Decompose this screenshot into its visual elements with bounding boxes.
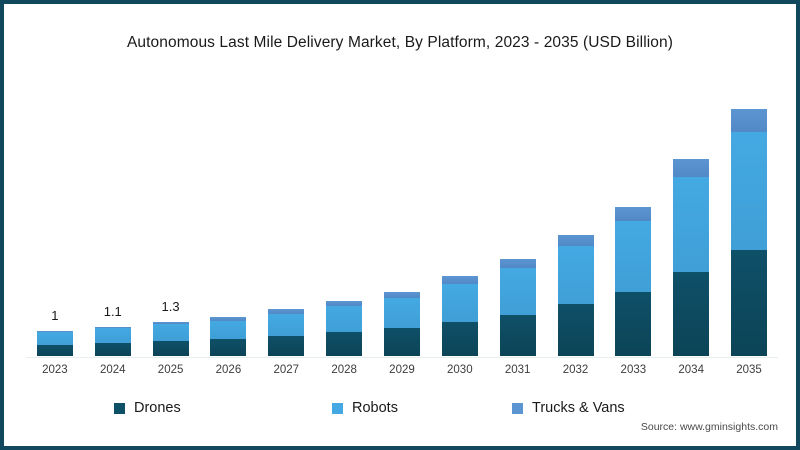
bar-group[interactable] <box>547 74 605 356</box>
bar-value-label: 1.1 <box>103 304 122 319</box>
bar-segment-drones <box>94 343 131 356</box>
bar-segment-drones <box>615 292 652 356</box>
x-axis-tick-label: 2023 <box>42 364 68 376</box>
x-axis-tick-label: 2034 <box>678 364 704 376</box>
bar-segment-drones <box>210 339 247 356</box>
bar-stack[interactable] <box>268 309 305 356</box>
bar-stack[interactable] <box>615 207 652 356</box>
bar-segment-trucks-vans <box>268 309 305 314</box>
x-axis-tick-label: 2031 <box>504 364 531 376</box>
x-axis-tick-label: 2035 <box>736 364 762 376</box>
x-axis-tick-label: 2032 <box>562 364 589 376</box>
legend-swatch-drones <box>114 402 125 414</box>
bar-segment-trucks-vans <box>326 301 363 306</box>
bar-group[interactable] <box>604 74 662 356</box>
bar-group[interactable] <box>489 74 547 356</box>
bar-stack[interactable] <box>557 235 594 356</box>
bar-stack[interactable] <box>326 301 363 356</box>
x-axis-tick-label: 2024 <box>99 364 126 376</box>
bar-segment-robots <box>673 177 710 272</box>
x-axis-tick-label: 2028 <box>331 364 357 376</box>
bar-segment-drones <box>36 345 73 356</box>
legend-item-label: Drones <box>134 400 181 416</box>
bar-segment-trucks-vans <box>383 292 420 298</box>
legend-item-label: Robots <box>352 400 398 416</box>
x-axis-tick-label: 2027 <box>273 364 300 376</box>
bar-segment-drones <box>383 328 420 356</box>
bar-group[interactable]: 1.3 <box>142 74 200 356</box>
bar-segment-robots <box>499 268 536 315</box>
bar-stack[interactable] <box>441 276 478 356</box>
bar-stack[interactable] <box>210 317 247 356</box>
x-axis-tick-label: 2026 <box>215 364 242 376</box>
x-axis-tick-label: 2030 <box>447 364 473 376</box>
bar-segment-drones <box>499 315 536 356</box>
x-axis-tick-label: 2029 <box>389 364 415 376</box>
legend-item[interactable]: Trucks & Vans <box>512 400 625 416</box>
bar-segment-robots <box>326 306 363 332</box>
bar-segment-robots <box>152 324 189 341</box>
bar-segment-robots <box>383 298 420 328</box>
bar-segment-robots <box>268 314 305 336</box>
bar-segment-trucks-vans <box>36 331 73 332</box>
bar-group[interactable] <box>200 74 258 356</box>
plot-area: 1 1.1 1.3 <box>26 74 778 358</box>
bar-group[interactable]: 1 <box>26 74 84 356</box>
bar-segment-trucks-vans <box>210 317 247 321</box>
x-axis-tick-label: 2025 <box>157 364 184 376</box>
bar-segment-trucks-vans <box>94 327 131 328</box>
x-axis-tick-label: 2033 <box>620 364 647 376</box>
bar-group[interactable] <box>662 74 720 356</box>
bar-value-label: 1 <box>51 308 59 323</box>
bar-segment-robots <box>731 132 768 250</box>
bar-segment-robots <box>441 284 478 322</box>
bar-segment-trucks-vans <box>441 276 478 284</box>
bar-segment-trucks-vans <box>499 259 536 268</box>
bar-segment-drones <box>441 322 478 356</box>
bar-segment-drones <box>326 332 363 356</box>
bar-segment-trucks-vans <box>557 235 594 246</box>
bar-segment-robots <box>36 332 73 345</box>
bar-segment-trucks-vans <box>615 207 652 221</box>
bar-segment-drones <box>152 341 189 356</box>
legend-swatch-robots <box>332 402 343 414</box>
chart-title: Autonomous Last Mile Delivery Market, By… <box>126 34 673 51</box>
bar-value-label: 1.3 <box>161 299 180 314</box>
bar-stack[interactable] <box>152 322 189 356</box>
bar-stack[interactable] <box>94 327 131 356</box>
bar-group[interactable] <box>720 74 778 356</box>
bar-segment-robots <box>615 221 652 292</box>
bar-group[interactable] <box>315 74 373 356</box>
bar-stack[interactable] <box>673 159 710 356</box>
bar-stack[interactable] <box>499 259 536 356</box>
bar-segment-robots <box>94 328 131 343</box>
bar-group[interactable] <box>431 74 489 356</box>
bar-segment-trucks-vans <box>673 159 710 177</box>
chart-legend: Drones Robots Trucks & Vans <box>114 398 684 418</box>
legend-item[interactable]: Robots <box>332 400 512 416</box>
bar-segment-drones <box>673 272 710 356</box>
bar-segment-drones <box>268 336 305 356</box>
legend-swatch-trucks-vans <box>512 402 523 414</box>
bar-segment-drones <box>731 250 768 356</box>
bar-group[interactable] <box>373 74 431 356</box>
bars-row: 1 1.1 1.3 <box>26 74 778 356</box>
bar-group[interactable] <box>257 74 315 356</box>
bar-group[interactable]: 1.1 <box>84 74 142 356</box>
bar-stack[interactable] <box>731 109 768 356</box>
bar-segment-drones <box>557 304 594 356</box>
bar-segment-trucks-vans <box>152 322 189 324</box>
bar-segment-robots <box>210 321 247 339</box>
legend-item[interactable]: Drones <box>114 400 332 416</box>
bar-stack[interactable] <box>383 292 420 356</box>
axis-baseline <box>26 357 778 358</box>
legend-item-label: Trucks & Vans <box>532 400 625 416</box>
bar-segment-robots <box>557 246 594 304</box>
x-axis-tick-labels: 2023 2024 2025 2026 2027 2028 2029 2030 2031 2032… <box>26 364 778 382</box>
bar-stack[interactable] <box>36 331 73 356</box>
source-attribution: Source: www.gminsights.com <box>640 421 778 433</box>
bar-segment-trucks-vans <box>731 109 768 132</box>
